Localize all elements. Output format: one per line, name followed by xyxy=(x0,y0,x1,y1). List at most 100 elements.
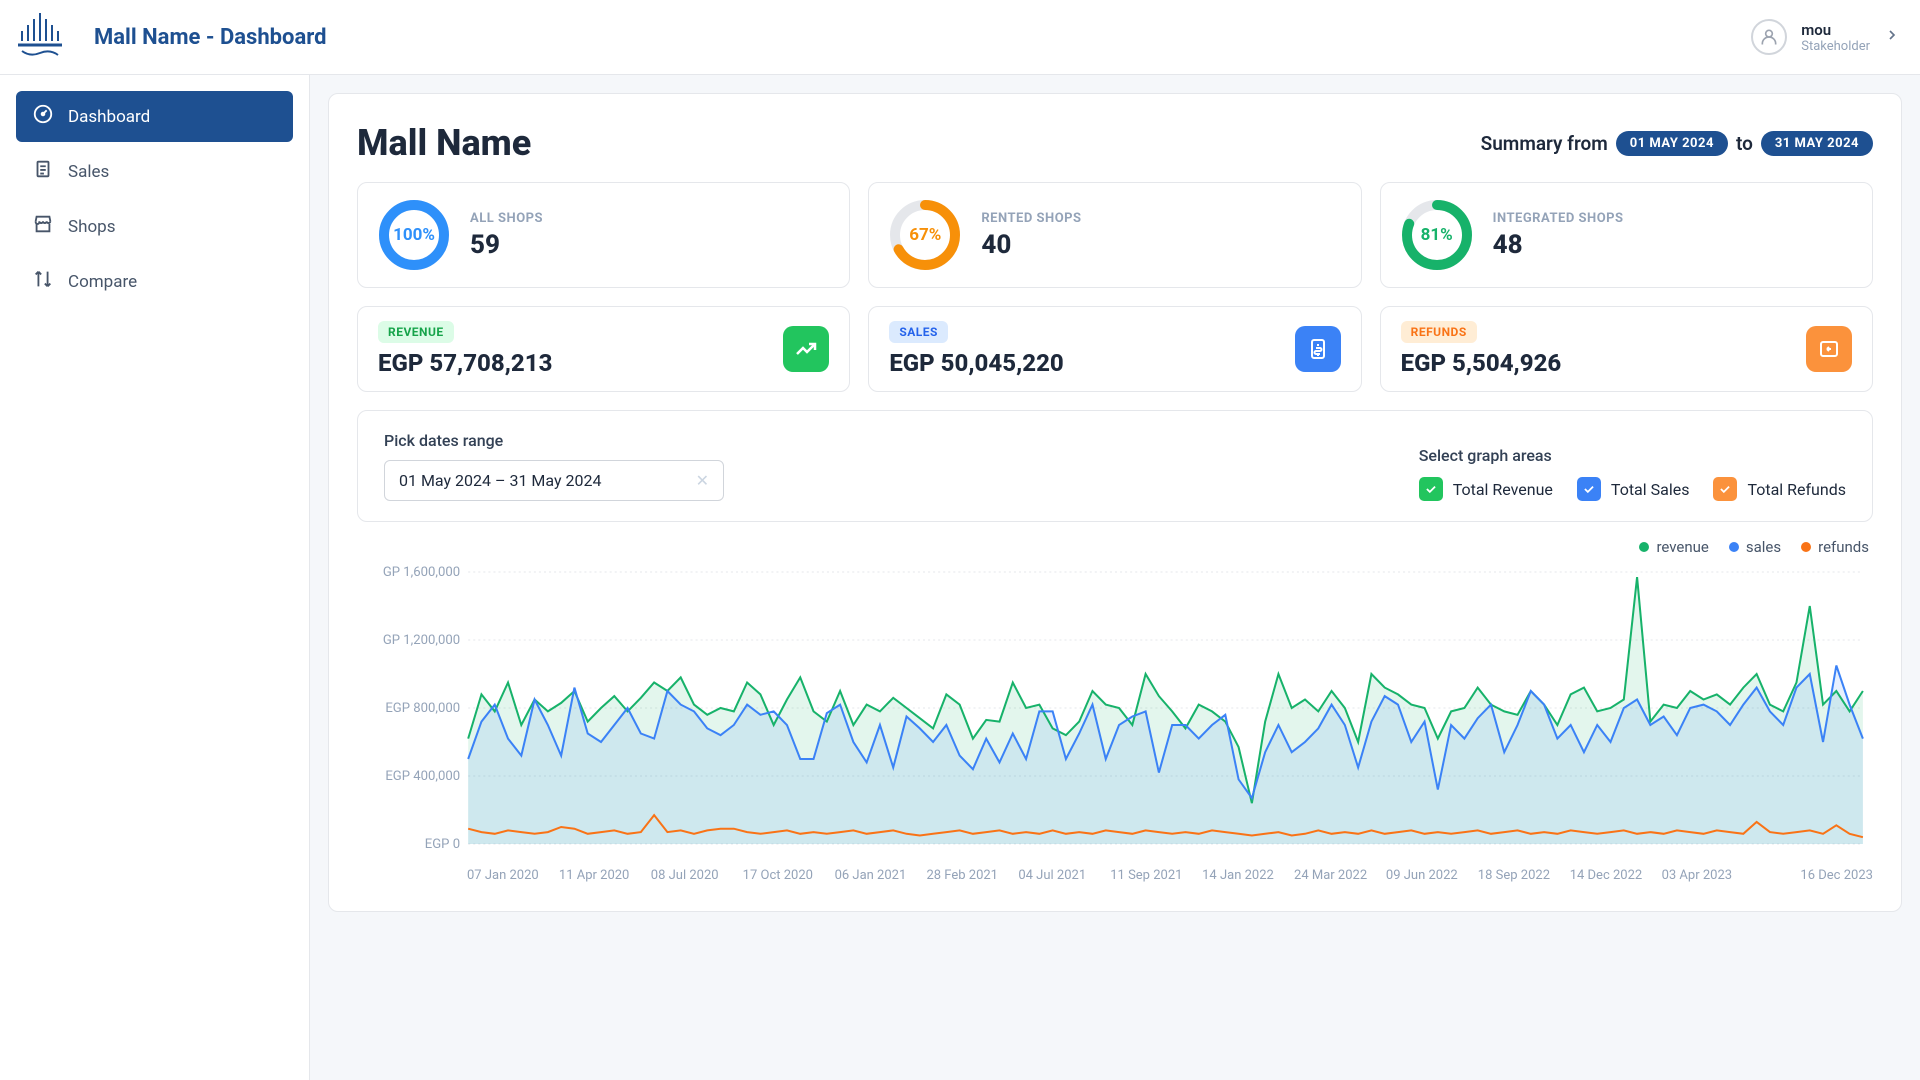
stat-card: 100% ALL SHOPS 59 xyxy=(357,182,850,288)
date-range-value: 01 May 2024 – 31 May 2024 xyxy=(399,471,601,490)
donut-gauge: 100% xyxy=(378,199,450,271)
x-tick-label: 14 Dec 2022 xyxy=(1570,868,1662,883)
main: Mall Name Summary from 01 MAY 2024 to 31… xyxy=(310,75,1920,1080)
check-label: Total Sales xyxy=(1611,480,1690,499)
clear-icon[interactable]: ✕ xyxy=(696,471,709,490)
legend-label: refunds xyxy=(1818,538,1869,556)
money-badge: REFUNDS xyxy=(1401,321,1477,343)
check-label: Total Refunds xyxy=(1747,480,1846,499)
svg-text:GP 1,200,000: GP 1,200,000 xyxy=(383,633,460,648)
x-tick-label: 08 Jul 2020 xyxy=(651,868,743,883)
donut-percent: 67% xyxy=(889,199,961,271)
sidebar-item-dashboard[interactable]: Dashboard xyxy=(16,91,293,142)
avatar xyxy=(1751,19,1787,55)
trending-icon xyxy=(783,326,829,372)
sidebar-item-label: Sales xyxy=(68,162,109,182)
clipboard-icon xyxy=(32,158,54,185)
legend-label: revenue xyxy=(1656,538,1708,556)
svg-text:EGP 0: EGP 0 xyxy=(425,837,460,852)
svg-text:EGP 800,000: EGP 800,000 xyxy=(385,701,460,716)
x-tick-label: 03 Apr 2023 xyxy=(1662,868,1754,883)
stat-value: 48 xyxy=(1493,230,1624,260)
user-name: mou xyxy=(1801,21,1870,39)
donut-gauge: 81% xyxy=(1401,199,1473,271)
x-tick-label: 04 Jul 2021 xyxy=(1018,868,1110,883)
receipt-icon xyxy=(1295,326,1341,372)
stat-label: RENTED SHOPS xyxy=(981,211,1081,226)
chevron-right-icon xyxy=(1884,27,1900,47)
donut-percent: 81% xyxy=(1401,199,1473,271)
x-tick-label: 18 Sep 2022 xyxy=(1478,868,1570,883)
storefront-icon xyxy=(32,213,54,240)
legend-item: revenue xyxy=(1639,538,1708,556)
money-card: REVENUE EGP 57,708,213 xyxy=(357,306,850,392)
stat-value: 40 xyxy=(981,230,1081,260)
user-menu[interactable]: mou Stakeholder xyxy=(1751,19,1900,55)
date-to-pill: 31 MAY 2024 xyxy=(1761,131,1873,156)
x-tick-label: 11 Sep 2021 xyxy=(1110,868,1202,883)
compare-icon xyxy=(32,268,54,295)
date-from-pill: 01 MAY 2024 xyxy=(1616,131,1728,156)
title-row: Mall Name Summary from 01 MAY 2024 to 31… xyxy=(329,94,1901,182)
mall-name: Mall Name xyxy=(357,122,531,164)
x-tick-label: 28 Feb 2021 xyxy=(926,868,1018,883)
sidebar-item-shops[interactable]: Shops xyxy=(16,201,293,252)
checkbox-icon xyxy=(1577,477,1601,501)
money-card: REFUNDS EGP 5,504,926 xyxy=(1380,306,1873,392)
stat-label: ALL SHOPS xyxy=(470,211,543,226)
x-tick-label: 06 Jan 2021 xyxy=(835,868,927,883)
donut-gauge: 67% xyxy=(889,199,961,271)
check-label: Total Revenue xyxy=(1453,480,1553,499)
sidebar: Dashboard Sales Shops Compare xyxy=(0,75,310,1080)
x-tick-label: 14 Jan 2022 xyxy=(1202,868,1294,883)
header: Mall Name - Dashboard mou Stakeholder xyxy=(0,0,1920,75)
stat-value: 59 xyxy=(470,230,543,260)
checkbox-icon xyxy=(1419,477,1443,501)
header-left: Mall Name - Dashboard xyxy=(10,9,326,65)
svg-text:GP 1,600,000: GP 1,600,000 xyxy=(383,565,460,580)
sidebar-item-label: Compare xyxy=(68,272,137,292)
money-badge: SALES xyxy=(889,321,948,343)
pick-dates-label: Pick dates range xyxy=(384,431,724,450)
logo xyxy=(10,9,70,65)
money-card: SALES EGP 50,045,220 xyxy=(868,306,1361,392)
x-tick-label: 16 Dec 2023 xyxy=(1753,868,1872,883)
summary-range: Summary from 01 MAY 2024 to 31 MAY 2024 xyxy=(1481,131,1873,156)
money-value: EGP 5,504,926 xyxy=(1401,349,1562,377)
page-title: Mall Name - Dashboard xyxy=(94,25,326,50)
money-value: EGP 50,045,220 xyxy=(889,349,1063,377)
x-tick-label: 24 Mar 2022 xyxy=(1294,868,1386,883)
legend-dot-icon xyxy=(1801,542,1811,552)
donut-percent: 100% xyxy=(378,199,450,271)
checkbox-icon xyxy=(1713,477,1737,501)
money-badge: REVENUE xyxy=(378,321,454,343)
stat-card: 81% INTEGRATED SHOPS 48 xyxy=(1380,182,1873,288)
shop-stats-row: 100% ALL SHOPS 59 67% RENTED SHOPS 40 81… xyxy=(329,182,1901,306)
x-tick-label: 07 Jan 2020 xyxy=(467,868,559,883)
refund-icon xyxy=(1806,326,1852,372)
stat-label: INTEGRATED SHOPS xyxy=(1493,211,1624,226)
legend-item: sales xyxy=(1729,538,1781,556)
select-areas-label: Select graph areas xyxy=(1419,446,1552,465)
graph-checks: Total Revenue Total Sales Total Refunds xyxy=(1419,477,1846,501)
stat-card: 67% RENTED SHOPS 40 xyxy=(868,182,1361,288)
check-item[interactable]: Total Refunds xyxy=(1713,477,1846,501)
user-info: mou Stakeholder xyxy=(1801,21,1870,54)
speedometer-icon xyxy=(32,103,54,130)
x-axis-labels: 07 Jan 202011 Apr 202008 Jul 202017 Oct … xyxy=(357,868,1873,883)
money-value: EGP 57,708,213 xyxy=(378,349,552,377)
check-item[interactable]: Total Sales xyxy=(1577,477,1690,501)
date-range-input[interactable]: 01 May 2024 – 31 May 2024 ✕ xyxy=(384,460,724,501)
sidebar-item-label: Shops xyxy=(68,217,115,237)
svg-text:EGP 400,000: EGP 400,000 xyxy=(385,769,460,784)
to-text: to xyxy=(1736,132,1753,155)
x-tick-label: 09 Jun 2022 xyxy=(1386,868,1478,883)
check-item[interactable]: Total Revenue xyxy=(1419,477,1553,501)
legend-dot-icon xyxy=(1729,542,1739,552)
sidebar-item-compare[interactable]: Compare xyxy=(16,256,293,307)
x-tick-label: 11 Apr 2020 xyxy=(559,868,651,883)
sidebar-item-label: Dashboard xyxy=(68,107,150,127)
legend-dot-icon xyxy=(1639,542,1649,552)
sidebar-item-sales[interactable]: Sales xyxy=(16,146,293,197)
controls: Pick dates range 01 May 2024 – 31 May 20… xyxy=(357,410,1873,522)
